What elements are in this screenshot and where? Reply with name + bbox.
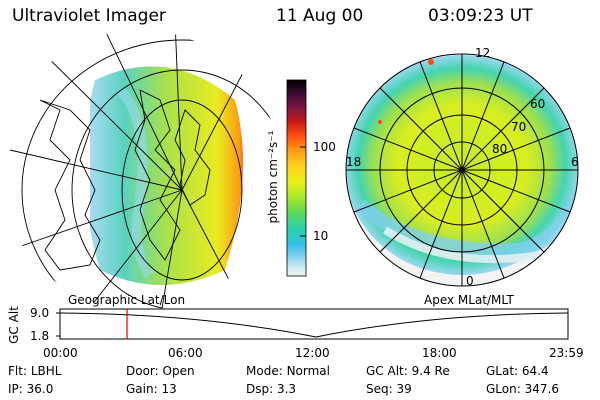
timeline-y-label-high: 9.0 [30,306,50,320]
footer-mode: Mode: Normal [246,364,330,378]
timeline-x-label-4: 23:59 [549,346,584,360]
timeline-x-label-3: 18:00 [422,346,457,360]
left-map-caption: Geographic Lat/Lon [68,293,186,307]
timeline-x-label-0: 00:00 [43,346,78,360]
footer-glon: GLon: 347.6 [486,382,559,396]
timeline-x-label-1: 06:00 [168,346,203,360]
time-label: 03:09:23 UT [428,6,533,26]
mlt-label-0: 0 [466,274,474,288]
footer-seq: Seq: 39 [366,382,412,396]
footer-gain: Gain: 13 [126,382,177,396]
left-grid [0,30,280,310]
geographic-map [0,30,280,310]
footer-ip: IP: 36.0 [8,382,54,396]
footer-glat: GLat: 64.4 [486,364,549,378]
altitude-timeline [56,308,569,340]
right-aurora-image [346,54,578,286]
right-map-caption: Apex MLat/MLT [424,293,514,307]
right-grid [345,53,579,287]
footer-dsp: Dsp: 3.3 [246,382,297,396]
lat-label-60: 60 [530,97,546,111]
date-label: 11 Aug 00 [276,6,364,26]
color-bar [286,79,307,277]
instrument-title: Ultraviolet Imager [12,6,166,26]
timeline-axis-title: GC Alt [7,306,21,344]
colorbar-unit-label: photon cm⁻²s⁻¹ [266,130,280,224]
footer-gc-alt: GC Alt: 9.4 Re [366,364,450,378]
footer-filter: Flt: LBHL [8,364,62,378]
footer-door: Door: Open [126,364,195,378]
colorbar-tick-100: 100 [313,140,336,154]
mlt-label-18: 18 [346,155,362,169]
mlt-label-12: 12 [475,46,491,60]
timeline-x-label-2: 12:00 [295,346,330,360]
lat-label-70: 70 [511,120,527,134]
apex-map [345,53,579,287]
lat-label-80: 80 [492,142,508,156]
colorbar-tick-10: 10 [313,229,329,243]
timeline-y-label-low: 1.8 [30,329,50,343]
mlt-label-6: 6 [571,155,579,169]
